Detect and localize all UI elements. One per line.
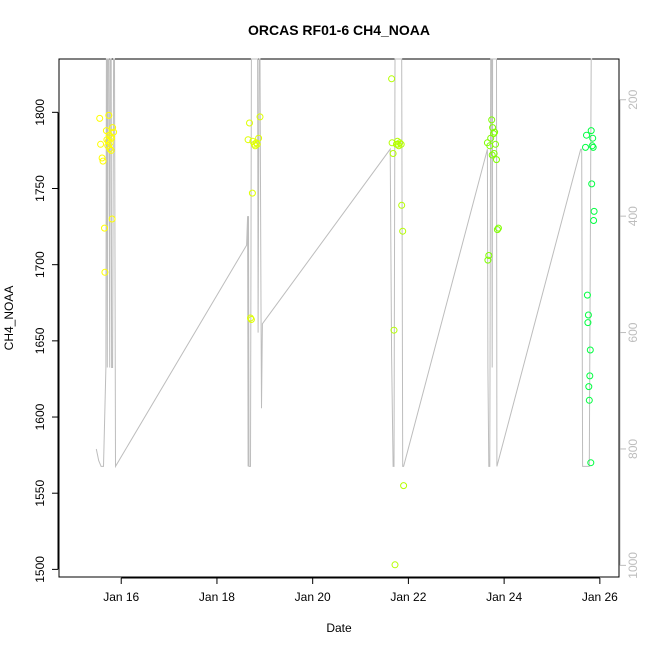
data-point xyxy=(484,256,492,264)
x-axis: Jan 16 Jan 18 Jan 20 Jan 22 Jan 24 Jan 26 xyxy=(103,577,618,604)
data-point xyxy=(584,319,592,327)
data-point xyxy=(102,127,110,135)
data-point xyxy=(400,482,408,490)
y-tick-label: 1800 xyxy=(33,99,47,126)
data-point xyxy=(491,128,499,136)
y2-tick-label: 800 xyxy=(626,439,640,459)
x-tick-label: Jan 24 xyxy=(486,590,522,604)
data-point xyxy=(104,137,112,145)
data-point xyxy=(105,111,113,119)
x-tick-label: Jan 26 xyxy=(582,590,618,604)
data-point xyxy=(98,154,106,162)
y-tick-label: 1600 xyxy=(33,403,47,430)
data-point xyxy=(247,314,254,322)
x-tick-label: Jan 16 xyxy=(103,590,139,604)
y2-tick-label: 400 xyxy=(626,206,640,226)
y2-tick-label: 200 xyxy=(626,89,640,109)
data-point xyxy=(586,346,594,354)
data-point xyxy=(250,140,258,148)
data-point xyxy=(108,215,116,223)
line-series-layer xyxy=(95,58,593,469)
altitude-line xyxy=(95,58,593,469)
y-axis-left: 1500 1550 1600 1650 1700 1750 1800 xyxy=(33,99,59,583)
data-point xyxy=(246,119,253,127)
data-point xyxy=(587,127,595,135)
data-point xyxy=(388,75,396,83)
y2-tick-label: 1000 xyxy=(626,552,640,579)
data-point xyxy=(101,268,109,276)
data-point xyxy=(590,207,598,215)
data-point xyxy=(252,139,260,147)
y-tick-label: 1650 xyxy=(33,327,47,354)
data-point xyxy=(398,201,406,209)
data-point xyxy=(494,224,502,232)
data-point xyxy=(585,396,593,404)
data-point xyxy=(584,311,592,319)
data-point xyxy=(248,189,256,197)
data-point xyxy=(492,140,499,148)
data-point xyxy=(256,113,264,121)
data-point xyxy=(589,143,597,151)
x-tick-label: Jan 20 xyxy=(295,590,331,604)
data-point xyxy=(490,150,498,157)
data-point xyxy=(391,561,399,569)
data-point xyxy=(493,156,500,164)
data-point xyxy=(583,131,590,139)
data-point xyxy=(490,130,498,138)
plot-frame xyxy=(58,58,620,578)
data-point xyxy=(585,383,593,391)
data-point xyxy=(485,252,493,259)
data-point xyxy=(244,136,252,144)
data-point xyxy=(587,459,595,467)
data-point xyxy=(389,150,397,157)
chart-title: ORCAS RF01-6 CH4_NOAA xyxy=(248,22,430,38)
y-axis-right: 200 400 600 800 1000 xyxy=(619,89,640,579)
data-point xyxy=(390,326,398,334)
data-point xyxy=(399,227,407,235)
data-point xyxy=(588,180,596,188)
data-point xyxy=(97,140,105,148)
y-axis-label: CH4_NOAA xyxy=(2,286,16,351)
data-point xyxy=(394,140,402,148)
data-point xyxy=(109,124,117,132)
data-point xyxy=(586,372,594,380)
data-point xyxy=(101,224,108,232)
y-tick-label: 1550 xyxy=(33,480,47,507)
data-point xyxy=(96,114,104,122)
data-point xyxy=(582,143,589,151)
data-point xyxy=(393,137,401,145)
data-point xyxy=(493,226,501,234)
x-tick-label: Jan 18 xyxy=(199,590,235,604)
point-series-layer xyxy=(96,75,598,569)
data-point xyxy=(488,116,496,124)
data-point xyxy=(106,145,114,153)
data-point xyxy=(99,157,107,165)
data-point xyxy=(583,291,591,299)
data-point xyxy=(251,142,259,150)
y2-tick-label: 600 xyxy=(626,322,640,342)
data-point xyxy=(107,146,115,154)
data-point xyxy=(590,217,598,224)
data-point xyxy=(588,142,596,150)
data-point xyxy=(247,316,255,323)
data-point xyxy=(488,151,496,159)
y-tick-label: 1500 xyxy=(33,556,47,583)
y-tick-label: 1700 xyxy=(33,251,47,278)
data-point xyxy=(589,134,597,142)
x-tick-label: Jan 22 xyxy=(390,590,426,604)
y-tick-label: 1750 xyxy=(33,175,47,202)
x-axis-label: Date xyxy=(326,621,352,635)
